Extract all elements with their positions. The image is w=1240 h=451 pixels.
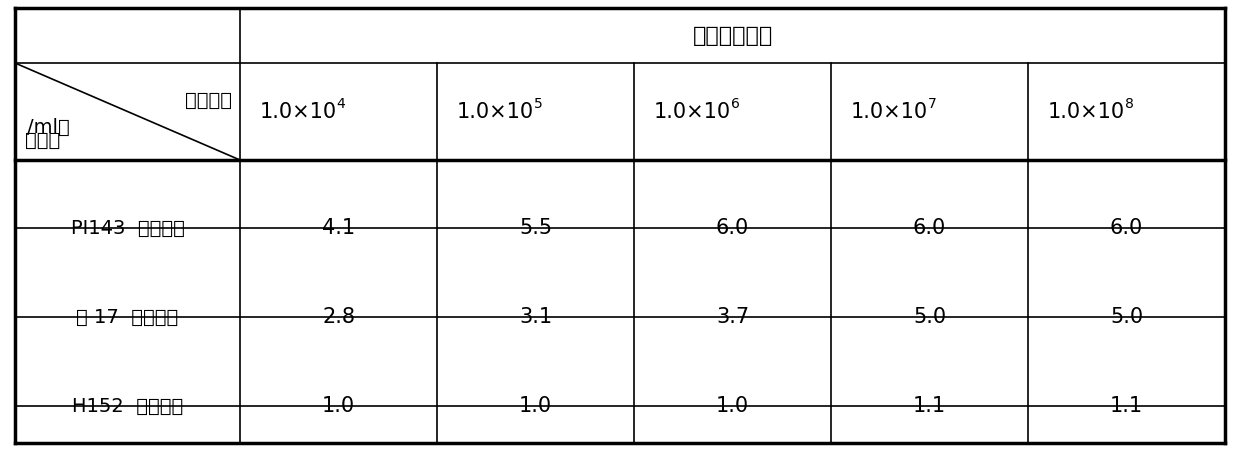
Text: 1.0: 1.0 (322, 396, 355, 416)
Text: 5.0: 5.0 (1110, 307, 1143, 327)
Text: 自交系: 自交系 (25, 131, 61, 150)
Text: 3.1: 3.1 (518, 307, 552, 327)
Text: 1.0×10: 1.0×10 (1048, 101, 1125, 121)
Text: 1.1: 1.1 (1110, 396, 1143, 416)
Text: 1.0: 1.0 (715, 396, 749, 416)
Text: 1.0: 1.0 (518, 396, 552, 416)
Text: 6.0: 6.0 (913, 218, 946, 238)
Text: 1.0×10: 1.0×10 (653, 101, 730, 121)
Text: 浓度（个: 浓度（个 (185, 91, 232, 110)
Text: 平均侵染级别: 平均侵染级别 (692, 26, 773, 46)
Text: 6: 6 (730, 97, 739, 111)
Text: 5.0: 5.0 (913, 307, 946, 327)
Text: 1.1: 1.1 (913, 396, 946, 416)
Text: 1.0×10: 1.0×10 (851, 101, 928, 121)
Text: 7: 7 (928, 97, 936, 111)
Text: 5.5: 5.5 (518, 218, 552, 238)
Text: 5: 5 (533, 97, 542, 111)
Text: PI143  （易感）: PI143 （易感） (71, 218, 185, 238)
Text: 6.0: 6.0 (1110, 218, 1143, 238)
Text: 1.0×10: 1.0×10 (456, 101, 533, 121)
Text: 4.1: 4.1 (322, 218, 355, 238)
Text: 6.0: 6.0 (715, 218, 749, 238)
Text: /ml）: /ml） (27, 118, 69, 137)
Text: 3.7: 3.7 (715, 307, 749, 327)
Text: 1.0×10: 1.0×10 (259, 101, 336, 121)
Text: 8: 8 (1125, 97, 1133, 111)
Text: 2.8: 2.8 (322, 307, 355, 327)
Text: H152  （高抗）: H152 （高抗） (72, 396, 184, 415)
Text: 关 17  （普通）: 关 17 （普通） (77, 308, 179, 327)
Text: 4: 4 (336, 97, 345, 111)
